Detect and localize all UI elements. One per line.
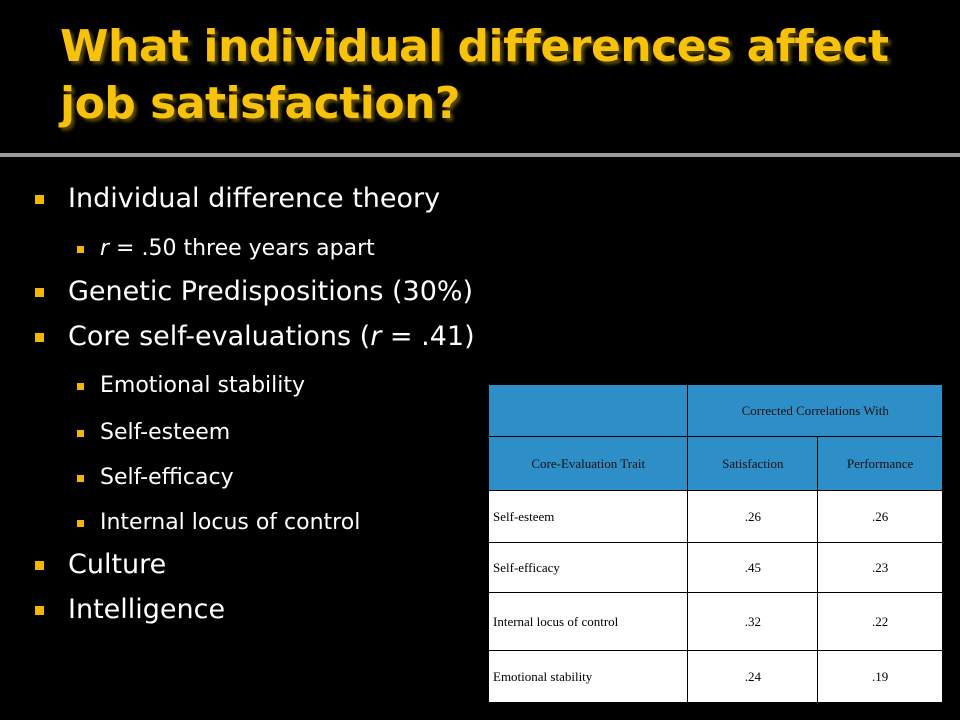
bullet-text: = .41) (381, 321, 475, 352)
r-symbol: r (100, 236, 110, 261)
satisfaction-cell: .32 (687, 592, 819, 651)
bullet-individual-difference-theory: Individual difference theory (35, 183, 441, 214)
title-divider (0, 153, 960, 157)
trait-cell: Emotional stability (487, 650, 689, 703)
bullet-square-icon (35, 288, 44, 297)
col-header-trait: Core-Evaluation Trait (487, 436, 689, 491)
slide-title: What individual differences affect job s… (60, 21, 889, 129)
title-bar: What individual differences affect job s… (0, 0, 960, 153)
subbullet-self-efficacy: Self-efficacy (77, 465, 234, 490)
satisfaction-cell: .24 (687, 650, 819, 703)
table-group-header: Corrected Correlations With (687, 384, 943, 437)
table-row: Self-esteem .26 .26 (487, 490, 943, 543)
performance-cell: .23 (817, 542, 943, 593)
correlations-table: Corrected Correlations With Core-Evaluat… (487, 384, 943, 703)
bullet-text: Intelligence (68, 594, 226, 625)
performance-cell: .19 (817, 650, 943, 703)
subbullet-internal-locus: Internal locus of control (77, 510, 361, 535)
bullet-genetic-predispositions: Genetic Predispositions (30%) (35, 276, 474, 307)
bullet-text: Self-efficacy (100, 465, 234, 490)
bullet-square-icon (77, 475, 84, 482)
bullet-text: Individual difference theory (68, 183, 441, 214)
table-header-row: Core-Evaluation Trait Satisfaction Perfo… (487, 436, 943, 491)
bullet-text: Core self-evaluations ( (68, 321, 371, 352)
table-group-header-row: Corrected Correlations With (487, 384, 943, 437)
col-header-satisfaction: Satisfaction (687, 436, 819, 491)
trait-cell: Self-efficacy (487, 542, 689, 593)
table-row: Self-efficacy .45 .23 (487, 542, 943, 593)
table-header-empty (487, 384, 689, 437)
bullet-square-icon (77, 383, 84, 390)
r-symbol: r (370, 321, 382, 352)
subbullet-r-three-years: r = .50 three years apart (77, 236, 375, 261)
trait-cell: Internal locus of control (487, 592, 689, 651)
subbullet-emotional-stability: Emotional stability (77, 373, 306, 398)
satisfaction-cell: .26 (687, 490, 819, 543)
bullet-square-icon (35, 606, 44, 615)
bullet-text: Emotional stability (100, 373, 306, 398)
bullet-square-icon (35, 333, 44, 342)
bullet-square-icon (35, 561, 44, 570)
bullet-square-icon (35, 195, 44, 204)
subbullet-self-esteem: Self-esteem (77, 420, 231, 445)
bullet-text: = .50 three years apart (109, 236, 375, 261)
bullet-intelligence: Intelligence (35, 594, 226, 625)
satisfaction-cell: .45 (687, 542, 819, 593)
table-row: Emotional stability .24 .19 (487, 650, 943, 703)
bullet-text: Internal locus of control (100, 510, 361, 535)
bullet-text: Self-esteem (100, 420, 231, 445)
bullet-square-icon (77, 520, 84, 527)
bullet-culture: Culture (35, 549, 167, 580)
table-row: Internal locus of control .32 .22 (487, 592, 943, 651)
bullet-square-icon (77, 246, 84, 253)
col-header-performance: Performance (817, 436, 943, 491)
performance-cell: .22 (817, 592, 943, 651)
bullet-square-icon (77, 430, 84, 437)
bullet-text: Culture (68, 549, 167, 580)
bullet-text: Genetic Predispositions (30%) (68, 276, 474, 307)
performance-cell: .26 (817, 490, 943, 543)
bullet-core-self-evaluations: Core self-evaluations (r = .41) (35, 321, 475, 352)
trait-cell: Self-esteem (487, 490, 689, 543)
